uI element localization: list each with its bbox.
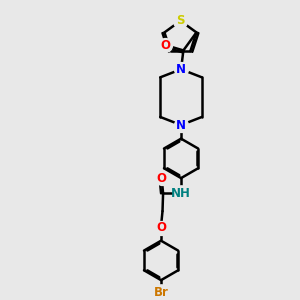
Text: S: S xyxy=(176,14,185,27)
Text: Br: Br xyxy=(154,286,169,299)
Text: N: N xyxy=(176,118,186,132)
Text: O: O xyxy=(160,39,170,52)
Text: O: O xyxy=(156,221,166,235)
Text: N: N xyxy=(176,63,186,76)
Text: O: O xyxy=(157,172,166,184)
Text: NH: NH xyxy=(171,187,191,200)
